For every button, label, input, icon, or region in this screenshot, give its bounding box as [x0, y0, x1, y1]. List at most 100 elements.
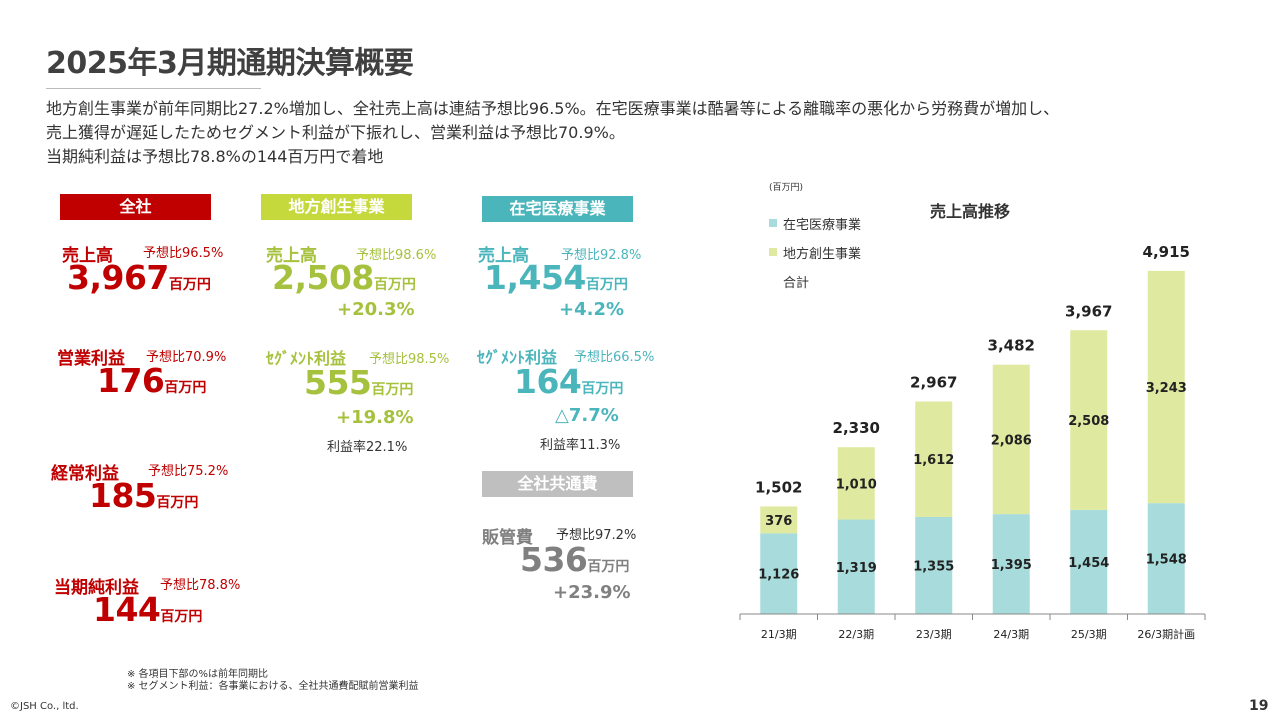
regional-segment-value: 555: [304, 363, 372, 402]
legend-swatch-homecare: [769, 219, 777, 227]
homecare-segment-value: 164: [514, 362, 582, 401]
bar-regional-4: [1070, 330, 1108, 510]
bar-homecare-4: [1070, 509, 1108, 614]
company-operating-cmp: 予想比70.9%: [146, 350, 227, 365]
bar-homecare-5: [1147, 503, 1185, 614]
x-tick-2: 23/3期: [916, 628, 952, 641]
homecare-sales-cmp: 予想比92.8%: [561, 248, 642, 263]
homecare-segment-unit: 百万円: [581, 381, 624, 397]
label-homecare-2: 1,355: [913, 559, 954, 574]
company-net-value-group: 144百万円: [93, 590, 202, 629]
bar-homecare-0: [760, 533, 798, 614]
regional-segment-margin: 利益率22.1%: [327, 440, 408, 455]
homecare-segment-label: ｾｸﾞﾒﾝﾄ利益: [477, 348, 558, 367]
legend-label-regional: 地方創生事業: [783, 247, 862, 262]
homecare-sales-label: 売上高: [478, 246, 529, 266]
bar-regional-0: [760, 506, 798, 534]
x-tick-4: 25/3期: [1071, 628, 1107, 641]
label-total-0: 1,502: [755, 478, 802, 496]
homecare-sales-yoy: +4.2%: [559, 299, 625, 320]
regional-sales-yoy: +20.3%: [337, 299, 415, 320]
legend-label-homecare: 在宅医療事業: [783, 218, 862, 233]
company-sales-value: 3,967: [67, 258, 169, 297]
regional-sales-value: 2,508: [272, 258, 374, 297]
bar-homecare-3: [992, 514, 1030, 614]
label-total-4: 3,967: [1065, 302, 1112, 320]
company-net-label: 当期純利益: [54, 578, 139, 598]
label-regional-3: 2,086: [991, 433, 1032, 448]
shared-sga-yoy: +23.9%: [553, 582, 631, 603]
company-operating-value: 176: [97, 361, 165, 400]
regional-segment-unit: 百万円: [371, 382, 414, 398]
homecare-sales-unit: 百万円: [585, 277, 628, 293]
homecare-segment-value-group: 164百万円: [514, 362, 623, 401]
company-operating-unit: 百万円: [164, 380, 207, 396]
shared-sga-value-group: 536百万円: [520, 540, 629, 579]
homecare-badge: 在宅医療事業: [482, 196, 633, 222]
homecare-segment-yoy: △7.7%: [555, 405, 619, 426]
label-regional-4: 2,508: [1068, 414, 1109, 429]
summary-line-1: 地方創生事業が前年同期比27.2%増加し、全社売上高は連結予想比96.5%。在宅…: [46, 99, 1060, 118]
company-ordinary-value-group: 185百万円: [89, 476, 198, 515]
label-homecare-5: 1,548: [1146, 553, 1187, 568]
shared-sga-cmp: 予想比97.2%: [556, 528, 637, 543]
company-sales-label: 売上高: [62, 246, 113, 266]
bar-regional-1: [837, 447, 875, 520]
label-regional-1: 1,010: [836, 477, 877, 492]
bar-regional-2: [915, 401, 953, 517]
x-tick-0: 21/3期: [761, 628, 797, 641]
summary-line-2: 売上獲得が遅延したためセグメント利益が下振れし、営業利益は予想比70.9%。: [46, 123, 625, 142]
company-ordinary-label: 経常利益: [51, 464, 119, 484]
regional-sales-value-group: 2,508百万円: [272, 258, 416, 297]
x-tick-3: 24/3期: [993, 628, 1029, 641]
label-total-1: 2,330: [833, 419, 880, 437]
regional-sales-unit: 百万円: [373, 277, 416, 293]
homecare-sales-value: 1,454: [484, 258, 586, 297]
company-ordinary-value: 185: [89, 476, 157, 515]
company-ordinary-unit: 百万円: [156, 495, 199, 511]
label-homecare-1: 1,319: [836, 561, 877, 576]
label-total-2: 2,967: [910, 374, 957, 392]
page-number: 19: [1249, 698, 1269, 714]
shared-sga-label: 販管費: [482, 528, 533, 548]
bar-homecare-2: [915, 516, 953, 614]
company-operating-value-group: 176百万円: [97, 361, 206, 400]
homecare-segment-cmp: 予想比66.5%: [574, 350, 655, 365]
title-underline: [46, 88, 261, 89]
company-badge: 全社: [60, 194, 211, 220]
chart-title: 売上高推移: [930, 202, 1011, 221]
regional-sales-cmp: 予想比98.6%: [356, 248, 437, 263]
company-ordinary-cmp: 予想比75.2%: [148, 464, 229, 479]
summary-line-3: 当期純利益は予想比78.8%の144百万円で着地: [46, 147, 384, 166]
chart-unit-label: (百万円): [769, 183, 804, 193]
company-net-cmp: 予想比78.8%: [160, 578, 241, 593]
company-net-value: 144: [93, 590, 161, 629]
note-2: ※ セグメント利益：各事業における、全社共通費配賦前営業利益: [127, 681, 419, 692]
note-1: ※ 各項目下部の%は前年同期比: [127, 669, 269, 680]
x-tick-5: 26/3期計画: [1137, 627, 1195, 641]
label-homecare-3: 1,395: [991, 558, 1032, 573]
x-tick-1: 22/3期: [838, 628, 874, 641]
bar-regional-5: [1147, 270, 1185, 504]
regional-sales-label: 売上高: [266, 246, 317, 266]
regional-segment-cmp: 予想比98.5%: [369, 352, 450, 367]
legend-swatch-regional: [769, 248, 777, 256]
label-homecare-4: 1,454: [1068, 556, 1109, 571]
label-regional-2: 1,612: [913, 453, 954, 468]
page-title: 2025年3月期通期決算概要: [46, 46, 414, 81]
label-regional-5: 3,243: [1146, 381, 1187, 396]
company-net-unit: 百万円: [160, 609, 203, 625]
label-total-3: 3,482: [988, 337, 1035, 355]
shared-sga-value: 536: [520, 540, 588, 579]
regional-segment-yoy: +19.8%: [336, 407, 414, 428]
shared-sga-unit: 百万円: [587, 559, 630, 575]
bar-regional-3: [992, 364, 1030, 515]
regional-segment-value-group: 555百万円: [304, 363, 413, 402]
regional-segment-label: ｾｸﾞﾒﾝﾄ利益: [266, 349, 347, 368]
copyright: ©JSH Co., ltd.: [10, 701, 79, 712]
company-sales-value-group: 3,967百万円: [67, 258, 211, 297]
homecare-sales-value-group: 1,454百万円: [484, 258, 628, 297]
legend-label-total: 合計: [783, 276, 810, 291]
company-sales-unit: 百万円: [168, 277, 211, 293]
